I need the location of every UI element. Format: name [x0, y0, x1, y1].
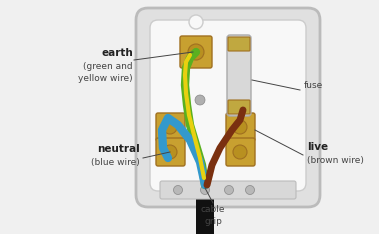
Text: neutral: neutral [97, 144, 140, 154]
FancyBboxPatch shape [136, 8, 320, 207]
FancyBboxPatch shape [180, 36, 212, 68]
Text: live: live [307, 142, 328, 152]
Circle shape [224, 186, 233, 194]
Circle shape [163, 120, 177, 134]
FancyBboxPatch shape [160, 181, 296, 199]
FancyBboxPatch shape [228, 37, 250, 51]
FancyBboxPatch shape [227, 35, 251, 116]
Text: earth: earth [101, 48, 133, 58]
Circle shape [233, 120, 247, 134]
Text: (brown wire): (brown wire) [307, 156, 364, 165]
FancyBboxPatch shape [226, 113, 255, 141]
Text: (green and
yellow wire): (green and yellow wire) [78, 62, 133, 83]
Text: cable
grip: cable grip [201, 205, 225, 226]
FancyBboxPatch shape [228, 100, 250, 114]
FancyBboxPatch shape [156, 113, 185, 141]
Circle shape [195, 95, 205, 105]
Circle shape [188, 44, 204, 60]
Text: fuse: fuse [304, 81, 323, 91]
Bar [196, 190, 214, 234]
Circle shape [189, 15, 203, 29]
Circle shape [174, 186, 183, 194]
Circle shape [200, 186, 210, 194]
FancyBboxPatch shape [150, 20, 306, 191]
Circle shape [163, 145, 177, 159]
FancyBboxPatch shape [156, 138, 185, 166]
Circle shape [233, 145, 247, 159]
Text: (blue wire): (blue wire) [91, 158, 140, 167]
FancyBboxPatch shape [226, 138, 255, 166]
Circle shape [246, 186, 255, 194]
